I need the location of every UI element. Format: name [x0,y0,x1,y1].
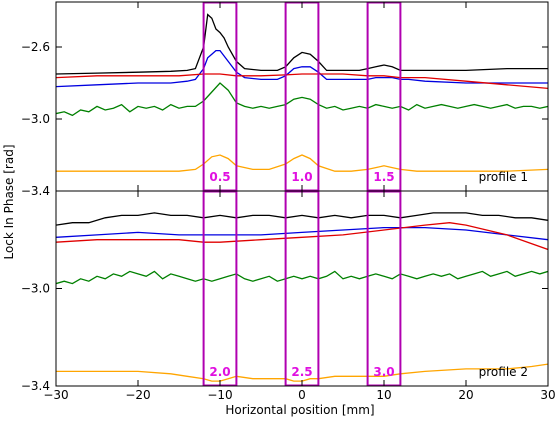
series-line-5 [56,363,548,382]
panel-frame [55,190,549,387]
panel-2: 2.0 2.5 3.0 profile 2 −3.0 −3.4 [21,190,549,393]
y-tick-label: −3.0 [21,112,50,126]
y-tick-label: −3.4 [21,379,50,393]
series-line-2 [56,49,548,88]
x-tick-label: 20 [458,388,473,402]
panel-frame [55,1,549,192]
y-tick-label: −3.0 [21,282,50,296]
highlight-box-label: 3.0 [373,365,394,379]
panel-plot-area [56,212,548,382]
y-axis-label: Lock In Phase [rad] [2,144,16,259]
x-tick-label: 10 [376,388,391,402]
series-line-4 [56,82,548,117]
series-line-3 [56,73,548,90]
series-line-4 [56,270,548,285]
series-line-3 [56,222,548,251]
y-tick-label: −3.4 [21,184,50,198]
x-axis: −30 −20 −10 0 10 20 30 [43,388,555,402]
panel-label: profile 2 [479,365,528,379]
x-tick-label: −30 [43,388,68,402]
series-line-1 [56,212,548,226]
highlight-box-label: 2.0 [209,365,230,379]
series-line-5 [56,154,548,172]
highlight-box [366,190,402,387]
series-line-1 [56,13,548,75]
highlight-box [366,1,402,192]
highlight-box-label: 0.5 [209,170,230,184]
panel-label: profile 1 [479,170,528,184]
chart-panels: 0.5 1.0 1.5 profile 1 −2.6 −3.0 −3.4 2.0 2.5 3.0 p… [21,1,549,393]
x-tick-label: −20 [125,388,150,402]
panel-1: 0.5 1.0 1.5 profile 1 −2.6 −3.0 −3.4 [21,1,549,198]
x-tick-label: 30 [540,388,555,402]
highlight-box-label: 2.5 [291,365,312,379]
y-tick-label: −2.6 [21,40,50,54]
x-tick-label: 0 [298,388,306,402]
series-line-2 [56,226,548,241]
highlight-box [202,190,238,387]
highlight-box-label: 1.0 [291,170,312,184]
x-tick-label: −10 [207,388,232,402]
highlight-box-label: 1.5 [373,170,394,184]
x-axis-label: Horizontal position [mm] [225,403,374,417]
highlight-box [284,190,320,387]
panel-plot-area [56,13,548,172]
